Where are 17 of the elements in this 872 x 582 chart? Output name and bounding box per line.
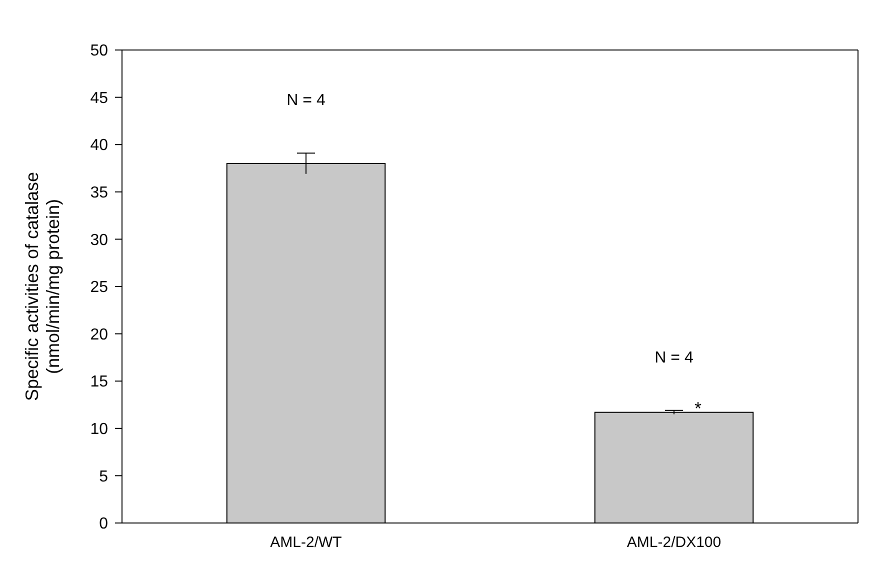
y-tick-label: 40 [90, 137, 108, 154]
significance-mark: * [694, 398, 702, 418]
y-tick-label: 25 [90, 279, 108, 296]
y-tick-label: 45 [90, 90, 108, 107]
annotation: N = 4 [654, 349, 694, 366]
y-tick-label: 20 [90, 326, 108, 344]
y-tick-label: 0 [99, 516, 108, 533]
y-tick-label: 10 [90, 421, 108, 438]
y-tick-label: 35 [90, 184, 108, 202]
y-tick-label: 50 [90, 42, 108, 60]
annotation: N = 4 [286, 92, 326, 110]
x-tick-label: AML-2/WT [270, 534, 342, 551]
y-tick-label: 5 [99, 468, 108, 486]
y-tick-label: 30 [90, 232, 108, 249]
x-tick-label: AML-2/DX100 [626, 534, 722, 551]
y-tick-label: 15 [90, 374, 108, 391]
y-axis-title: Specific activities of catalase (nmol/min/mg protein) [22, 172, 63, 402]
